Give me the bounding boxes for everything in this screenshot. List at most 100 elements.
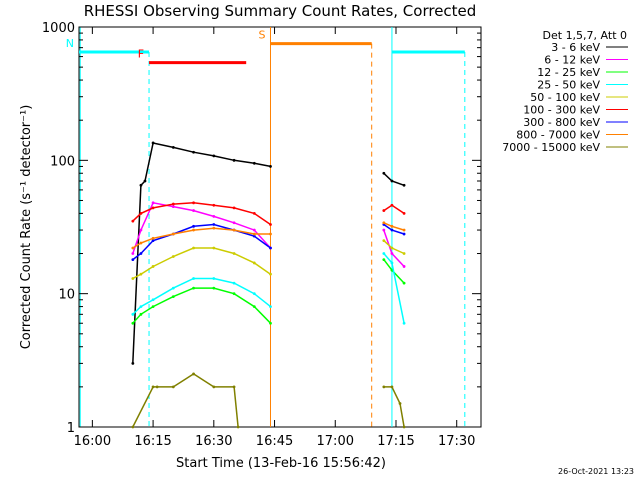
flag-label-F: F <box>138 48 144 61</box>
data-point <box>151 201 155 205</box>
series-7000-15000-kev <box>131 372 406 429</box>
data-point <box>171 385 175 389</box>
data-point <box>131 361 135 365</box>
data-point <box>171 232 175 236</box>
y-tick-label: 1000 <box>42 21 75 36</box>
data-point <box>212 277 216 280</box>
series-50-100-kev <box>131 239 406 280</box>
data-point <box>212 154 216 158</box>
legend-label: 300 - 800 keV <box>523 116 600 129</box>
x-tick-label: 17:00 <box>317 434 354 449</box>
data-point <box>131 219 135 223</box>
data-point <box>252 234 256 238</box>
data-point <box>192 201 195 205</box>
x-tick-label: 17:30 <box>438 434 475 449</box>
data-point <box>390 261 394 265</box>
data-point <box>139 305 143 308</box>
data-point <box>232 292 236 296</box>
data-point <box>151 305 155 308</box>
data-point <box>131 312 135 316</box>
series-line <box>132 373 239 428</box>
data-point <box>151 239 155 243</box>
flag-label-N: N <box>66 37 74 50</box>
data-point <box>131 252 135 255</box>
data-point <box>212 385 216 389</box>
data-point <box>402 281 406 285</box>
data-point <box>131 277 135 280</box>
series-line <box>383 172 405 187</box>
series-800-7000-kev <box>131 221 406 250</box>
flag-label-S: S <box>259 29 266 42</box>
data-point <box>171 255 175 258</box>
data-point <box>232 281 236 285</box>
data-point <box>382 252 386 255</box>
y-tick-label: 100 <box>50 154 75 169</box>
data-point <box>151 206 155 210</box>
data-point <box>212 286 216 290</box>
data-point <box>382 221 386 225</box>
data-point <box>139 228 143 232</box>
data-point <box>171 202 175 206</box>
data-point <box>382 385 386 389</box>
data-point <box>171 295 175 299</box>
data-point <box>232 221 236 225</box>
data-point <box>232 206 236 210</box>
data-point <box>171 286 175 290</box>
legend-label: 7000 - 15000 keV <box>502 141 600 154</box>
data-point <box>269 246 272 250</box>
data-point <box>402 265 406 268</box>
data-point <box>151 236 155 240</box>
legend-label: 25 - 50 keV <box>537 79 600 92</box>
data-point <box>252 292 256 296</box>
legend-label: 100 - 300 keV <box>523 104 600 117</box>
x-tick-label: 16:15 <box>134 434 171 449</box>
data-point <box>390 228 394 232</box>
data-point <box>382 171 386 175</box>
data-point <box>131 321 135 325</box>
data-point <box>269 232 272 236</box>
series-6-12-kev <box>131 201 406 268</box>
series-25-50-kev <box>131 252 406 325</box>
data-point <box>402 232 406 236</box>
data-point <box>398 402 402 405</box>
data-point <box>269 165 272 168</box>
plot-area <box>78 26 482 428</box>
data-point <box>139 252 143 255</box>
data-point <box>232 252 236 255</box>
data-point <box>382 209 386 212</box>
data-point <box>390 252 394 255</box>
data-point <box>151 141 155 145</box>
data-point <box>236 425 240 429</box>
series-line <box>383 204 405 215</box>
data-point <box>139 272 143 276</box>
x-axis-label: Start Time (13-Feb-16 15:56:42) <box>176 456 386 471</box>
x-tick-label: 16:30 <box>195 434 232 449</box>
x-tick-label: 16:00 <box>74 434 111 449</box>
data-point <box>252 211 256 215</box>
series-100-300-kev <box>131 201 406 226</box>
data-point <box>252 161 256 165</box>
data-point <box>402 228 406 232</box>
x-tick-label: 17:15 <box>377 434 414 449</box>
series-3-6-kev <box>131 141 406 365</box>
legend-header: Det 1,5,7, Att 0 <box>543 29 627 42</box>
data-point <box>212 226 216 230</box>
data-point <box>252 232 256 236</box>
data-point <box>232 228 236 232</box>
data-point <box>212 214 216 218</box>
series-line <box>132 201 272 254</box>
series-layer <box>131 141 406 429</box>
plot-frame <box>78 26 482 428</box>
data-point <box>131 246 135 250</box>
data-point <box>402 183 406 187</box>
data-point <box>212 246 216 250</box>
data-point <box>192 372 195 376</box>
data-point <box>382 258 386 262</box>
data-point <box>151 298 155 302</box>
data-point <box>139 211 143 215</box>
data-point <box>390 179 394 183</box>
series-line <box>383 240 405 255</box>
data-point <box>269 223 272 226</box>
data-point <box>390 224 394 228</box>
